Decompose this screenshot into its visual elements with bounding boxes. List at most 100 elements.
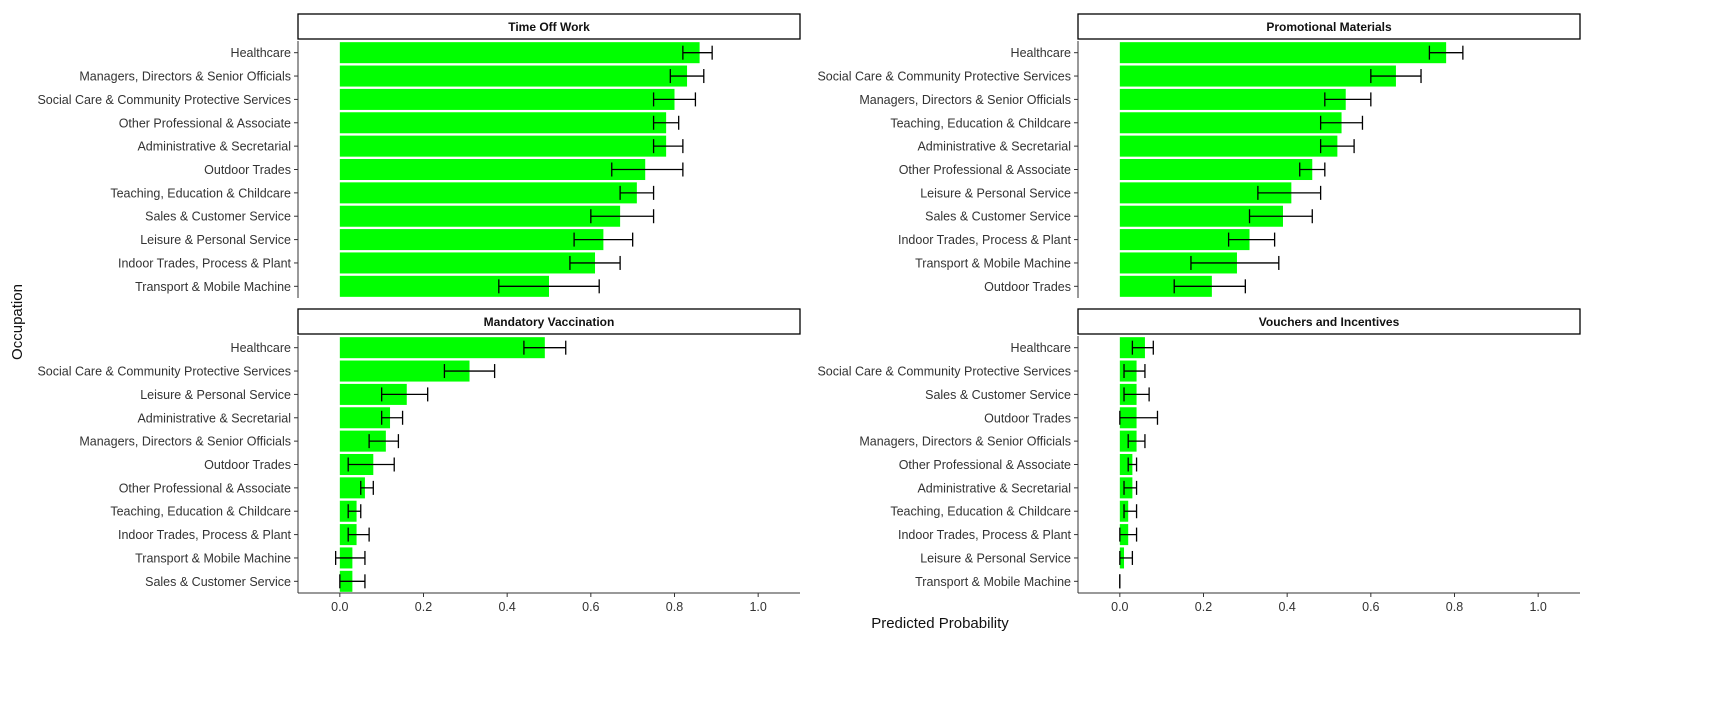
y-tick-label: Teaching, Education & Childcare bbox=[110, 505, 291, 519]
y-tick-label: Managers, Directors & Senior Officials bbox=[859, 435, 1071, 449]
error-bar bbox=[1123, 364, 1146, 379]
facet-panel: Vouchers and Incentives Healthcare Social … bbox=[817, 308, 1581, 614]
y-tick-label: Outdoor Trades bbox=[204, 163, 291, 177]
y-tick-label: Leisure & Personal Service bbox=[920, 186, 1071, 200]
x-tick-label: 1.0 bbox=[749, 600, 766, 614]
y-tick-label: Administrative & Secretarial bbox=[917, 481, 1071, 495]
x-tick-label: 0.8 bbox=[666, 600, 683, 614]
error-bar bbox=[573, 232, 634, 247]
bar bbox=[339, 252, 596, 274]
error-bar bbox=[619, 185, 655, 200]
bar bbox=[1119, 135, 1338, 157]
y-tick-label: Managers, Directors & Senior Officials bbox=[79, 435, 291, 449]
error-bar bbox=[1119, 550, 1134, 565]
bar bbox=[339, 135, 667, 157]
y-tick-label: Indoor Trades, Process & Plant bbox=[118, 528, 292, 542]
error-bar bbox=[652, 115, 680, 130]
y-axis-title: Occupation bbox=[9, 284, 26, 360]
error-bar bbox=[1190, 255, 1280, 270]
bar bbox=[1119, 158, 1313, 181]
error-bar bbox=[652, 92, 697, 107]
facet-panel: Promotional Materials Healthcare Social Ca… bbox=[817, 13, 1581, 298]
y-tick-label: Sales & Customer Service bbox=[145, 210, 291, 224]
bar bbox=[1119, 252, 1237, 274]
y-tick-label: Transport & Mobile Machine bbox=[915, 256, 1071, 270]
y-tick-label: Healthcare bbox=[231, 341, 291, 355]
bar bbox=[1119, 42, 1447, 64]
y-tick-label: Indoor Trades, Process & Plant bbox=[898, 233, 1072, 247]
error-bar bbox=[652, 139, 684, 154]
error-bar bbox=[590, 209, 655, 224]
facet-title: Vouchers and Incentives bbox=[1259, 315, 1400, 329]
y-tick-label: Healthcare bbox=[231, 46, 291, 60]
bar bbox=[339, 42, 700, 64]
error-bar bbox=[1299, 162, 1326, 177]
y-tick-label: Indoor Trades, Process & Plant bbox=[898, 528, 1072, 542]
bar bbox=[339, 430, 386, 452]
y-tick-label: Administrative & Secretarial bbox=[137, 140, 291, 154]
error-bar bbox=[611, 162, 684, 177]
error-bar bbox=[569, 255, 621, 270]
error-bar bbox=[1123, 387, 1150, 402]
bar bbox=[339, 360, 470, 382]
y-tick-label: Administrative & Secretarial bbox=[137, 411, 291, 425]
facet-strip bbox=[1077, 308, 1581, 335]
y-tick-label: Outdoor Trades bbox=[204, 458, 291, 472]
error-bar bbox=[1319, 139, 1355, 154]
y-tick-label: Teaching, Education & Childcare bbox=[890, 116, 1071, 130]
error-bar bbox=[1123, 480, 1138, 495]
error-bar bbox=[1127, 434, 1146, 449]
bar bbox=[1119, 65, 1396, 87]
error-bar bbox=[381, 387, 429, 402]
error-bar bbox=[1428, 45, 1464, 60]
error-bar bbox=[498, 279, 600, 294]
x-tick-label: 0.4 bbox=[1278, 600, 1295, 614]
bar bbox=[339, 112, 667, 134]
bar bbox=[339, 229, 604, 251]
y-tick-label: Other Professional & Associate bbox=[119, 116, 291, 130]
bar bbox=[1119, 88, 1346, 110]
y-tick-label: Sales & Customer Service bbox=[925, 210, 1071, 224]
y-tick-label: Transport & Mobile Machine bbox=[915, 575, 1071, 589]
error-bar bbox=[523, 340, 567, 355]
error-bar bbox=[360, 480, 374, 495]
error-bar bbox=[1173, 279, 1246, 294]
y-tick-label: Sales & Customer Service bbox=[145, 575, 291, 589]
x-tick-label: 0.8 bbox=[1446, 600, 1463, 614]
bar bbox=[1119, 182, 1292, 204]
facet-panel: Mandatory Vaccination Healthcare Social Ca… bbox=[37, 308, 801, 614]
facet-panel: Time Off Work Healthcare Managers, Directo… bbox=[37, 13, 801, 298]
y-tick-label: Outdoor Trades bbox=[984, 280, 1071, 294]
x-axis-title: Predicted Probability bbox=[871, 615, 1009, 632]
facet-title: Time Off Work bbox=[508, 20, 590, 34]
x-tick-label: 0.6 bbox=[582, 600, 599, 614]
y-tick-label: Social Care & Community Protective Servi… bbox=[37, 365, 291, 379]
y-tick-label: Healthcare bbox=[1011, 341, 1071, 355]
y-tick-label: Transport & Mobile Machine bbox=[135, 280, 291, 294]
error-bar bbox=[1127, 457, 1138, 472]
y-tick-label: Other Professional & Associate bbox=[119, 481, 291, 495]
y-tick-label: Teaching, Education & Childcare bbox=[110, 186, 291, 200]
y-tick-label: Indoor Trades, Process & Plant bbox=[118, 256, 292, 270]
y-tick-label: Healthcare bbox=[1011, 46, 1071, 60]
bar bbox=[1119, 275, 1212, 297]
error-bar bbox=[347, 457, 395, 472]
error-bar bbox=[347, 504, 362, 519]
y-tick-label: Leisure & Personal Service bbox=[140, 233, 291, 247]
y-tick-label: Other Professional & Associate bbox=[899, 163, 1071, 177]
y-tick-label: Transport & Mobile Machine bbox=[135, 551, 291, 565]
y-tick-label: Outdoor Trades bbox=[984, 411, 1071, 425]
error-bar bbox=[1227, 232, 1276, 247]
x-tick-label: 0.4 bbox=[498, 600, 515, 614]
error-bar bbox=[1257, 185, 1322, 200]
y-tick-label: Social Care & Community Protective Servi… bbox=[37, 93, 291, 107]
bar bbox=[339, 88, 675, 110]
x-tick-label: 1.0 bbox=[1529, 600, 1546, 614]
y-tick-label: Leisure & Personal Service bbox=[920, 551, 1071, 565]
bar bbox=[339, 182, 637, 204]
bar bbox=[339, 158, 646, 181]
y-tick-label: Managers, Directors & Senior Officials bbox=[79, 70, 291, 84]
error-bar bbox=[1123, 504, 1138, 519]
